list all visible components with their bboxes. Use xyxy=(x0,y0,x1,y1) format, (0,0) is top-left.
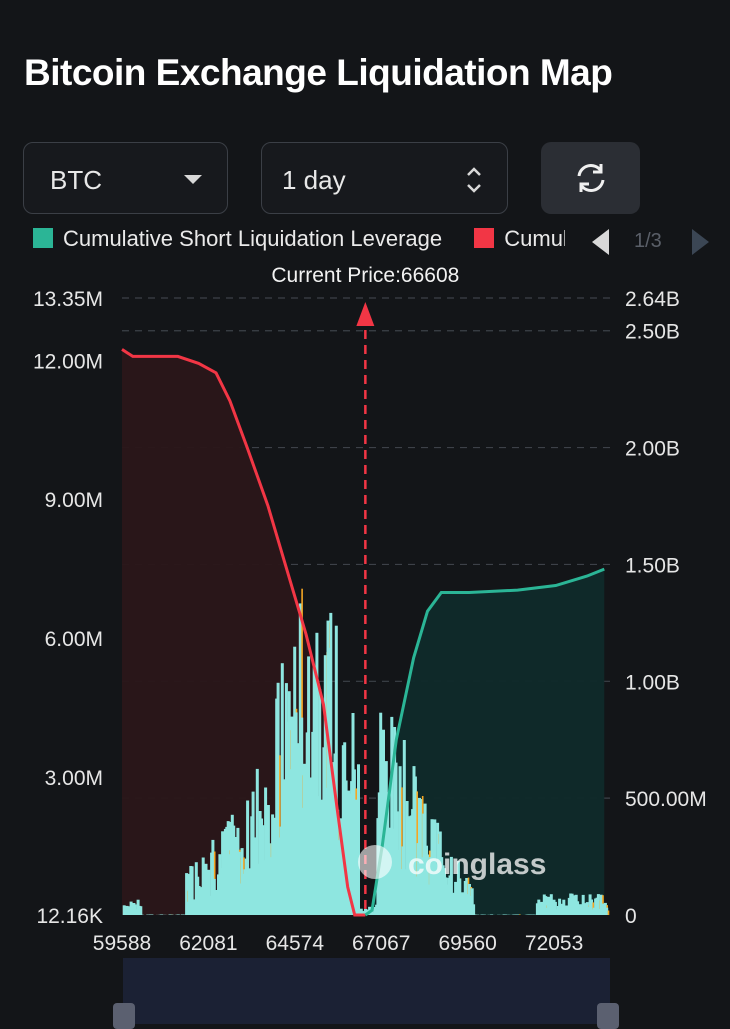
current-price-arrow xyxy=(356,302,374,326)
liquidation-bar xyxy=(357,764,360,915)
left-axis-tick-label: 9.00M xyxy=(45,489,103,512)
liquidation-bar-accent xyxy=(519,914,521,915)
left-axis-tick-label: 13.35M xyxy=(33,288,103,311)
current-price-label: Current Price:66608 xyxy=(271,264,459,287)
right-axis-tick-label: 2.64B xyxy=(625,288,680,311)
left-axis-tick-label: 6.00M xyxy=(45,628,103,651)
liquidation-bar xyxy=(472,904,475,915)
watermark-logo-icon xyxy=(358,845,392,879)
x-axis-tick-label: 64574 xyxy=(266,932,325,955)
range-navigator[interactable] xyxy=(123,958,610,1024)
x-axis-tick-label: 69560 xyxy=(438,932,496,955)
navigator-left-handle[interactable] xyxy=(113,1003,135,1029)
liquidation-bar xyxy=(150,915,153,916)
right-axis-tick-label: 1.00B xyxy=(625,671,680,694)
right-axis-tick-label: 2.00B xyxy=(625,438,680,461)
liquidation-bar-accent xyxy=(608,911,610,916)
right-axis-tick-label: 500.00M xyxy=(625,788,707,811)
x-axis-tick-label: 59588 xyxy=(93,932,151,955)
x-axis-tick-label: 72053 xyxy=(525,932,583,955)
left-axis-tick-label: 12.16K xyxy=(36,905,103,928)
left-axis-tick-label: 12.00M xyxy=(33,350,103,373)
right-axis-tick-label: 0 xyxy=(625,905,637,928)
liquidation-bar xyxy=(177,915,180,916)
liquidation-chart: Current Price:66608 13.35M 12.00M 9.00M 6.00… xyxy=(0,0,730,960)
navigator-right-handle[interactable] xyxy=(597,1003,619,1029)
x-axis-tick-label: 62081 xyxy=(179,932,237,955)
left-axis-tick-label: 3.00M xyxy=(45,767,103,790)
liquidation-bar xyxy=(139,906,142,915)
right-axis-tick-label: 2.50B xyxy=(625,321,680,344)
watermark-text: coinglass xyxy=(408,848,546,881)
x-axis-tick-label: 67067 xyxy=(352,932,410,955)
right-axis-tick-label: 1.50B xyxy=(625,554,680,577)
